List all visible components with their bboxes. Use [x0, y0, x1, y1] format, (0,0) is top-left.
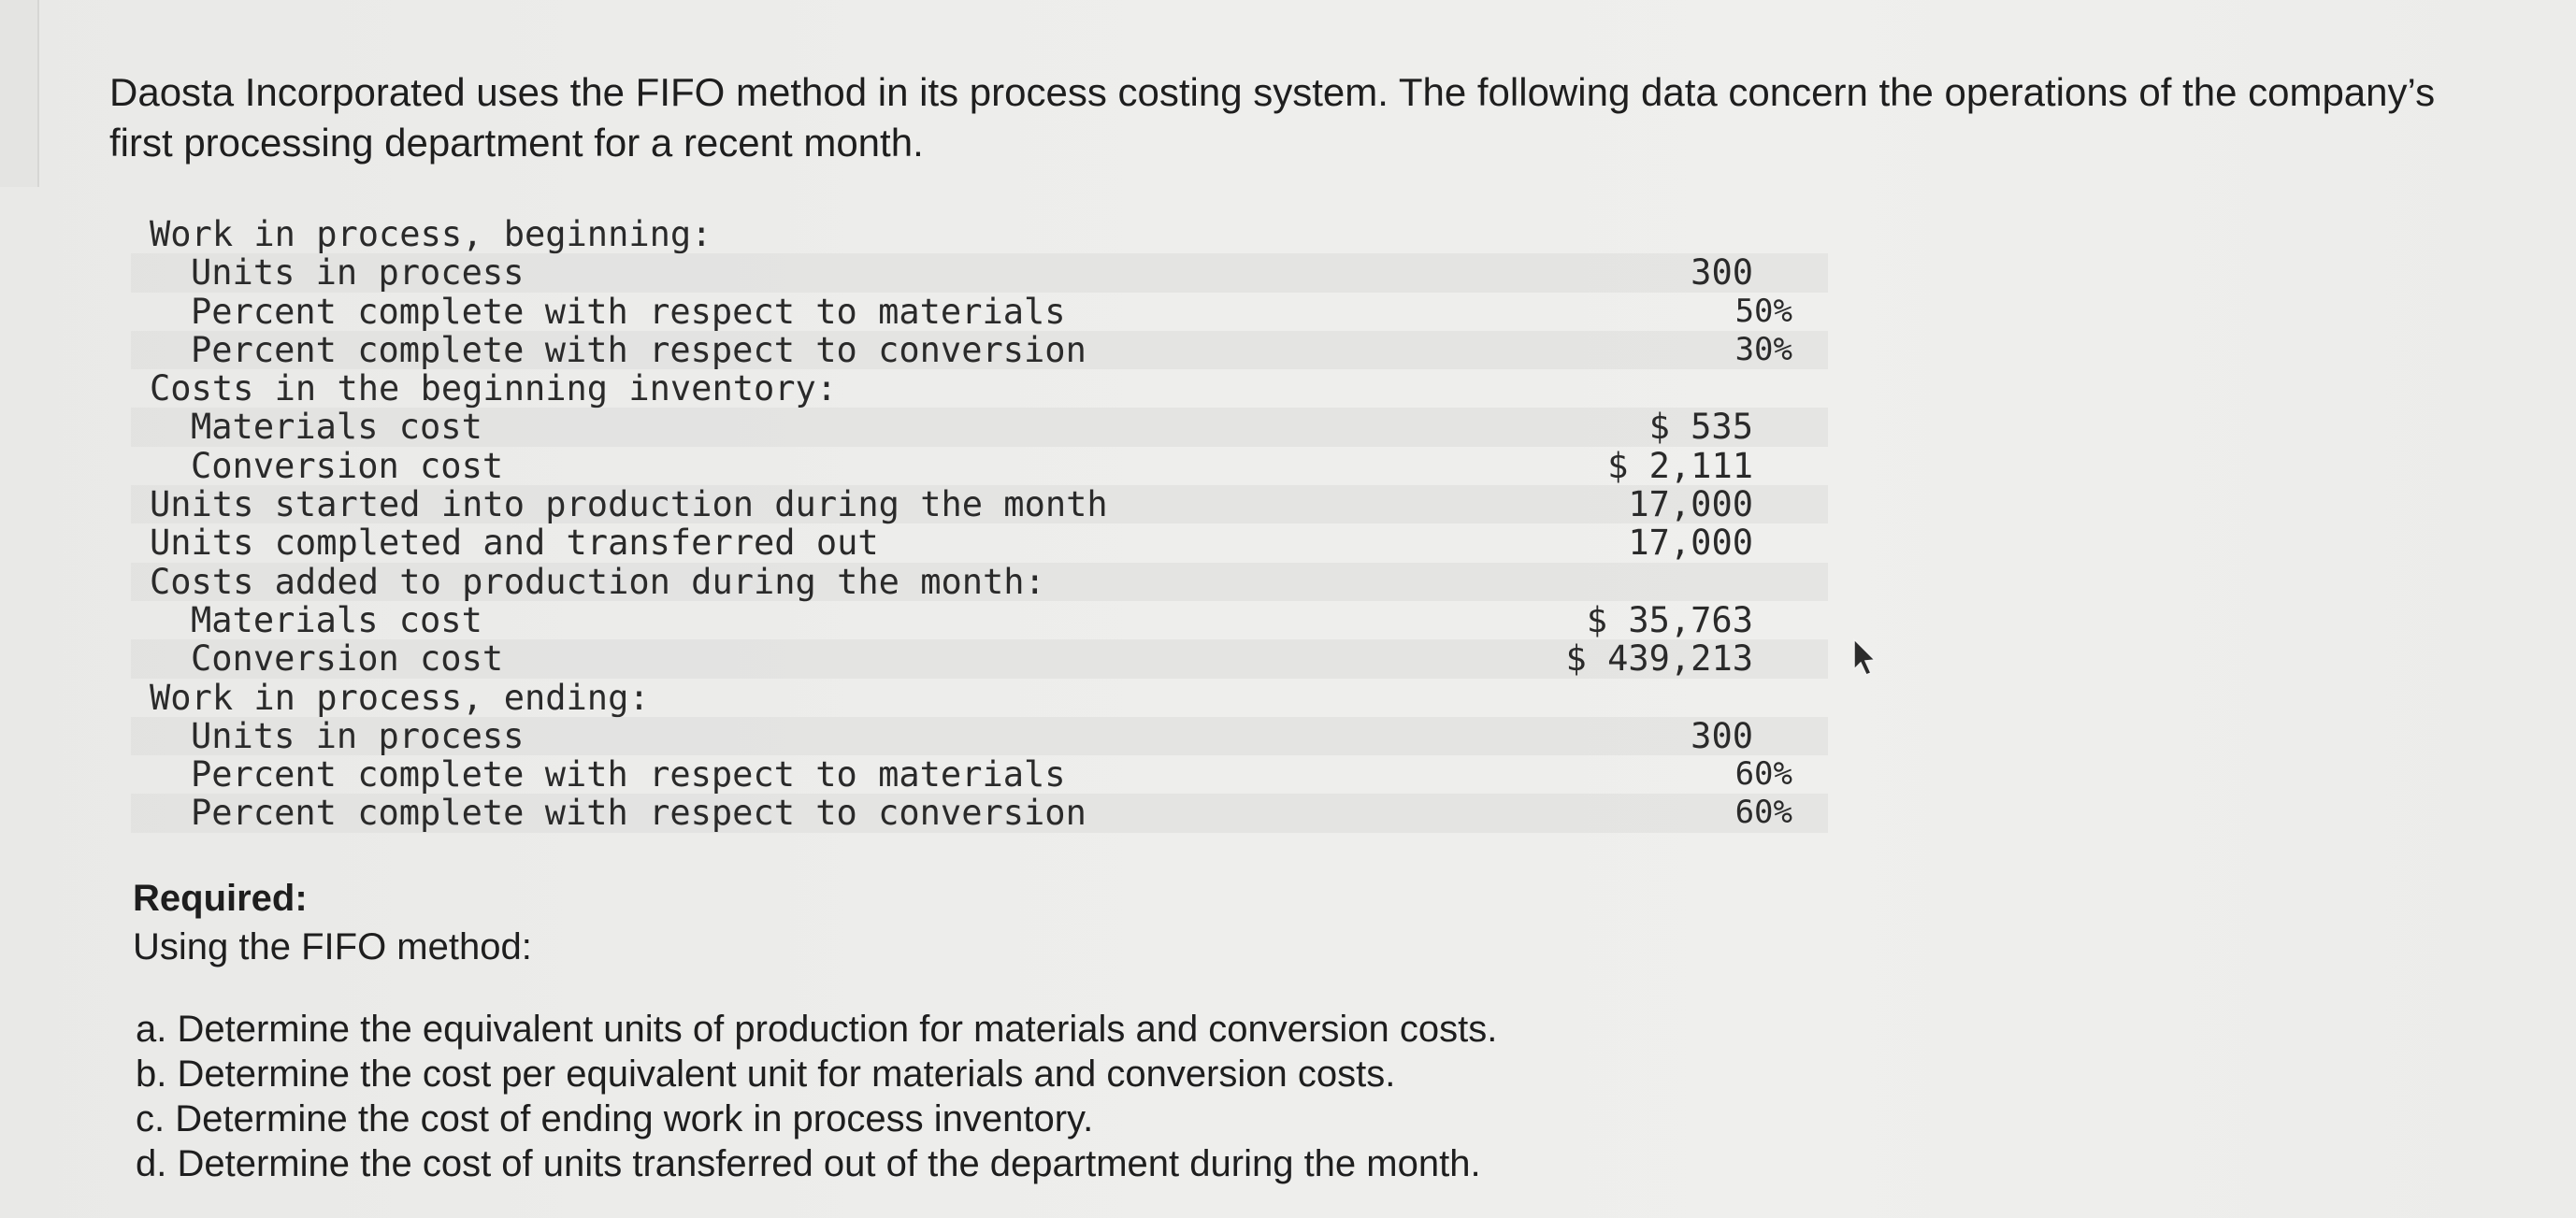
row-value: 17,000	[1628, 484, 1753, 525]
row-value: 300	[1691, 252, 1753, 294]
row-value: 50%	[1734, 292, 1792, 330]
task-item: c. Determine the cost of ending work in …	[136, 1098, 1094, 1139]
required-heading: Required:	[133, 878, 308, 919]
data-row: Percent complete with respect to convers…	[131, 331, 1828, 369]
row-value: 60%	[1734, 755, 1792, 794]
row-value: 30%	[1734, 330, 1792, 368]
required-subheading: Using the FIFO method:	[133, 926, 532, 967]
row-label: Materials cost	[191, 407, 482, 448]
row-label: Costs added to production during the mon…	[150, 561, 1045, 602]
task-item: b. Determine the cost per equivalent uni…	[136, 1053, 1396, 1095]
data-row: Costs in the beginning inventory:	[131, 369, 1828, 408]
row-label: Materials cost	[191, 599, 482, 640]
process-data-table: Work in process, beginning: Units in proc…	[131, 215, 1828, 833]
row-label: Conversion cost	[191, 445, 504, 486]
intro-line-2: first processing department for a recent…	[109, 121, 924, 165]
task-item: d. Determine the cost of units transferr…	[136, 1143, 1481, 1184]
row-label: Percent complete with respect to materia…	[191, 291, 1066, 332]
row-label: Percent complete with respect to convers…	[191, 793, 1087, 834]
row-label: Percent complete with respect to convers…	[191, 329, 1087, 370]
data-row: Work in process, beginning:	[131, 214, 1828, 254]
data-row: Percent complete with respect to materia…	[131, 754, 1828, 795]
row-value: $ 439,213	[1565, 638, 1753, 680]
row-label: Work in process, ending:	[150, 677, 650, 718]
row-value: $ 2,111	[1607, 445, 1753, 486]
row-label: Units completed and transferred out	[150, 523, 879, 564]
data-row: Units in process 300	[131, 717, 1828, 755]
intro-line-1: Daosta Incorporated uses the FIFO method…	[109, 70, 2436, 114]
required-section: Required: Using the FIFO method:	[133, 874, 1909, 971]
row-label: Units started into production during the…	[150, 484, 1108, 525]
data-row: Materials cost $ 535	[131, 407, 1828, 448]
data-row: Percent complete with respect to materia…	[131, 291, 1828, 332]
row-label: Costs in the beginning inventory:	[150, 368, 838, 409]
row-label: Conversion cost	[191, 638, 504, 680]
intro-paragraph: Daosta Incorporated uses the FIFO method…	[109, 67, 2540, 168]
row-label: Units in process	[191, 252, 525, 294]
data-row: Units completed and transferred out 17,00…	[131, 523, 1828, 564]
row-label: Work in process, beginning:	[150, 214, 712, 254]
page-edge-strip	[0, 0, 39, 187]
data-row: Percent complete with respect to convers…	[131, 793, 1828, 834]
row-label: Percent complete with respect to materia…	[191, 754, 1066, 795]
row-value: 17,000	[1628, 523, 1753, 564]
data-row: Costs added to production during the mon…	[131, 561, 1828, 602]
mouse-pointer-icon	[1853, 638, 1877, 676]
data-row: Materials cost $ 35,763	[131, 599, 1828, 640]
data-row: Work in process, ending:	[131, 677, 1828, 718]
row-value: 300	[1691, 715, 1753, 756]
row-value: $ 35,763	[1586, 599, 1753, 640]
row-value: 60%	[1734, 794, 1792, 832]
task-list: a. Determine the equivalent units of pro…	[136, 1007, 1912, 1186]
row-value: $ 535	[1648, 407, 1753, 448]
data-row: Conversion cost $ 2,111	[131, 445, 1828, 486]
data-row: Conversion cost $ 439,213	[131, 638, 1828, 680]
data-row: Units in process 300	[131, 252, 1828, 294]
data-row: Units started into production during the…	[131, 485, 1828, 523]
task-item: a. Determine the equivalent units of pro…	[136, 1009, 1498, 1050]
row-label: Units in process	[191, 715, 525, 756]
